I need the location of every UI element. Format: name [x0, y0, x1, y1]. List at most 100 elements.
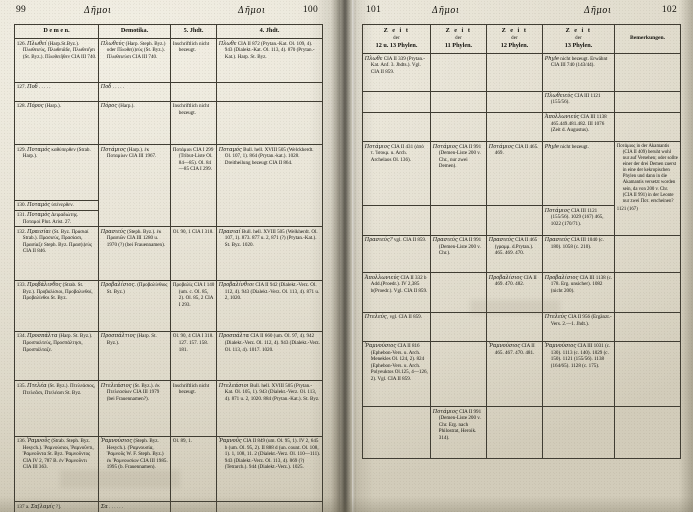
folio-99: 99 — [16, 5, 27, 15]
table-row: 126. Πλωθεί (Harp.St.Byz.). Πλωθειεύς, Π… — [14, 38, 323, 83]
cell-demen: 126. Πλωθεί (Harp.St.Byz.). Πλωθειεύς, Π… — [14, 38, 99, 83]
cell-demen: 130. Ποταμὸς ὑπένερθεν. — [14, 199, 99, 211]
cell-c5 — [170, 200, 217, 211]
cell-c11: Ποτάμιος CIA II 991 (Demen-Liste 200 v. … — [430, 141, 487, 207]
cell-bem — [614, 272, 681, 313]
cell-bem — [614, 111, 681, 143]
cell-c11: Πρασιεύς CIA II 991 (Demen-Liste 200 v. … — [430, 234, 487, 274]
cell-demotika: Πόρος (Harp.). — [98, 100, 171, 146]
cell-c4: Ποταμός Bull. hell. XVIII 505 (Welckherd… — [216, 144, 323, 201]
cell-demen: 127. Ποδ . . . . . — [14, 81, 99, 102]
cell-c13: Πρασιεύς CIA III 1040 (c. 180). 1058 (c.… — [542, 234, 615, 274]
cell-c4: Ῥαμνοῦς CIA II 849 (um. Ol. 95, 1). IV 2… — [216, 435, 323, 503]
cell-demen: 129. Ποταμός καθύπερθεν (Strab. Harp.). — [14, 144, 99, 201]
bottom-paper-edge — [0, 496, 693, 512]
header-line-2: der — [511, 35, 518, 41]
cell-c13: Πτελεύς CIA II 956 (Ergänzt.-Vers. 2.—1.… — [542, 311, 615, 342]
cell-bem — [614, 53, 681, 92]
cell-c4 — [216, 100, 323, 146]
cell-demotika: Ποτάμιος (Harp.). ἐκ Ποταμίων CIA III 19… — [98, 144, 171, 201]
cell-demotika: Ῥαμνούσιος (Steph. Byz. Hesych.). (Ῥαμνο… — [98, 435, 171, 503]
cell-c12 — [486, 111, 543, 143]
right-table-head: Z e i t der 12 u. 13 Phylen. Z e i t der 11 P… — [362, 23, 681, 55]
cell-c12_13: Πλωθε CIA II 339 (Prytan.-Kat. Anf. 3. J… — [362, 53, 431, 92]
right-paper-edge — [679, 0, 693, 512]
cell-demotika: Πρασιεύς (Steph. Byz.). ἐκ Πρασιῶν CIA I… — [98, 226, 171, 281]
cell-c12_13: Ποτάμιος CIA II 431 (ἀπὸ τ. Ἰσοκρ. u. Ar… — [362, 141, 431, 207]
cell-demotika — [98, 200, 171, 211]
cell-bem: 1121 (167) — [614, 205, 681, 236]
header-line-1: Z e i t — [383, 27, 410, 35]
cell-c12 — [486, 53, 543, 92]
running-head-title-right: Δῆμοι — [432, 5, 460, 17]
header-line-3: 11 Phylen. — [444, 42, 473, 50]
table-row: Ῥαμνούσιος CIA II 816 (Ephebon-Vers. u. … — [362, 340, 681, 408]
col-header-4: Z e i t der 13 Phylen. — [542, 23, 615, 55]
table-row: Πρασιεύς? vgl. CIA II 859. Πρασιεύς CIA I… — [362, 234, 681, 274]
cell-demen: 132. Πραισίαι (St. Byz. Πρασιαί Strab.).… — [14, 226, 99, 281]
cell-c11 — [430, 111, 487, 143]
cell-c5: Inschriftlich nicht bezeugt. — [170, 380, 217, 437]
cell-bem — [614, 406, 681, 459]
cell-c5: Ol. 90, 4 CIA I 318. 127. 157. 158. 181. — [170, 331, 217, 382]
paper-smudge-1 — [60, 470, 180, 488]
cell-c13: Phyle nicht bezeugt. — [542, 141, 615, 207]
cell-c12 — [486, 311, 543, 342]
header-line-3: 13 Phylen. — [564, 42, 593, 50]
running-head-title-left: Δῆμοι — [84, 5, 112, 17]
table-row: Ἀπολλωνιεύς CIA III 1138 465.449.481.482… — [362, 111, 681, 143]
table-row: 130. Ποταμὸς ὑπένερθεν. — [14, 199, 323, 211]
table-row: Ποτάμιος CIA II 991 (Demen-Liste 200 v. … — [362, 406, 681, 459]
cell-c11 — [430, 272, 487, 313]
cell-c11 — [430, 340, 487, 408]
table-row: 134. Προσπάλτα (Harp. St. Byz.). Προσπαλ… — [14, 331, 323, 382]
cell-c13: Ἀπολλωνιεύς CIA III 1138 465.449.481.482… — [542, 111, 615, 143]
cell-demotika: Προβαλίσιος. (Προβαλίνθιος St. Byz.) — [98, 279, 171, 333]
folio-100: 100 — [302, 5, 318, 15]
cell-c11 — [430, 205, 487, 236]
table-row: Πτελεύς, vgl. CIA II 859. Πτελεύς CIA II … — [362, 311, 681, 342]
table-row: 129. Ποταμός καθύπερθεν (Strab. Harp.). Π… — [14, 144, 323, 201]
header-line-1: Z e i t — [565, 27, 592, 35]
cell-bem — [614, 311, 681, 342]
cell-demotika: Πτελεάσιος (St. Byz.). ἐκ Πτελεασίων CIA… — [98, 380, 171, 437]
cell-c12 — [486, 90, 543, 113]
header-line-3: 12 u. 13 Phylen. — [375, 42, 418, 50]
cell-c12_13 — [362, 111, 431, 143]
col-header-3: Z e i t der 12 Phylen. — [486, 23, 543, 55]
cell-c11 — [430, 311, 487, 342]
cell-c4: Πρασιαί Bull. hell. XVIII 505 (Welkherdt… — [216, 226, 323, 281]
cell-c5 — [170, 81, 217, 102]
cell-c4 — [216, 200, 323, 211]
cell-c4 — [216, 81, 323, 102]
cell-c12_13: Πρασιεύς? vgl. CIA II 859. — [362, 234, 431, 274]
cell-demen: 131. Ποταμὸς Δειραδιώτης. Ποταμοί Plut. … — [14, 209, 99, 228]
cell-c4: Πτελεάσιοι Bull. hell. XVIII 505 (Prytan… — [216, 380, 323, 437]
cell-c4: Πλωθε CIA II 872 (Prytan.-Kat. Ol. 109, … — [216, 38, 323, 83]
col-header-5: Bemerkungen. — [614, 23, 681, 55]
paper-smudge-2 — [470, 300, 560, 314]
cell-c12 — [486, 406, 543, 459]
running-head-title-right-2: Δῆμοι — [584, 5, 612, 17]
table-row: Πλωθειεύς CIA III 1121 (155/56). — [362, 90, 681, 113]
table-row: 132. Πραισίαι (St. Byz. Πρασιαί Strab.).… — [14, 226, 323, 281]
left-page: 99 Δῆμοι Δῆμοι 100 D e m e n. Demotika. … — [0, 0, 340, 512]
cell-c5: Ol. 90, 1 CIA I 318. — [170, 226, 217, 281]
table-row: 133. Προβάλινθος (Strab. St. Byz.). Προβ… — [14, 279, 323, 333]
cell-c5: Inschriftlich nicht bezeugt. — [170, 38, 217, 83]
left-running-head: 99 Δῆμοι Δῆμοι 100 — [0, 4, 340, 20]
col-header-2: Z e i t der 11 Phylen. — [430, 23, 487, 55]
cell-c12: Πρασιεύς CIA II 465 (γραμμ. d.Prytan.). … — [486, 234, 543, 274]
cell-demotika: Προσπάλτιος (Harp. St. Byz.). — [98, 331, 171, 382]
right-table-body: Πλωθε CIA II 339 (Prytan.-Kat. Anf. 3. J… — [362, 53, 681, 459]
table-row: Ἀπολλωνιεύς CIA II 332 b Add.(Proedr.). … — [362, 272, 681, 313]
gutter-page-edge — [352, 0, 355, 512]
cell-bem: Ποτάμιος in der Akamantis (CIA II 409) b… — [614, 141, 681, 206]
cell-c12_13: Πτελεύς, vgl. CIA II 859. — [362, 311, 431, 342]
cell-c12: Ποτάμιος CIA II 465. 469. — [486, 141, 543, 207]
cell-c11 — [430, 90, 487, 113]
folio-101: 101 — [366, 5, 382, 15]
cell-c12_13: Ῥαμνούσιος CIA II 816 (Ephebon-Vers. u. … — [362, 340, 431, 408]
table-row: 131. Ποταμὸς Δειραδιώτης. Ποταμοί Plut. … — [14, 209, 323, 228]
